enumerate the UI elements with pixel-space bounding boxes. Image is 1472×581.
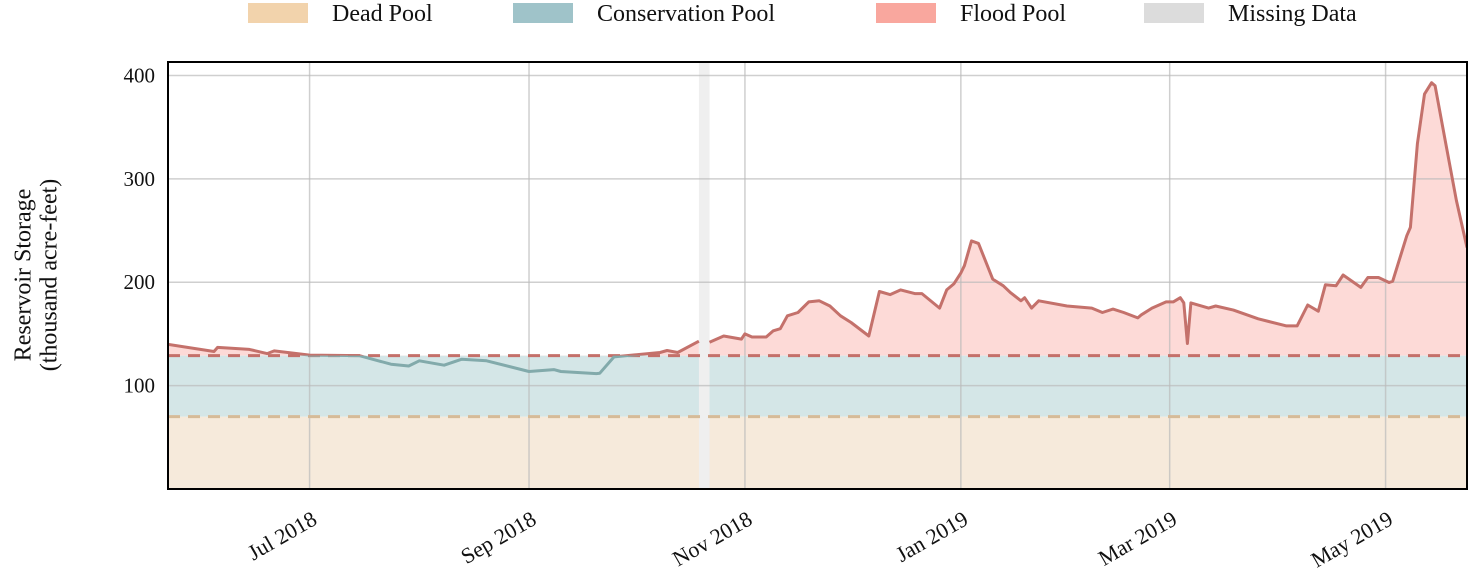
storage-line-flood [708, 81, 1467, 345]
legend: Dead Pool Conservation Pool Flood Pool Miss… [248, 1, 1357, 27]
x-tick-label: Jul 2018 [243, 506, 321, 565]
y-axis-label-line: Reservoir Storage [10, 189, 36, 362]
y-tick-label: 300 [124, 167, 156, 191]
legend-label-conservation: Conservation Pool [597, 1, 775, 27]
legend-swatch-flood [876, 3, 936, 23]
legend-swatch-missing [1144, 3, 1204, 23]
y-axis-ticks: 100 200 300 400 [124, 63, 156, 397]
y-tick-label: 400 [124, 63, 156, 87]
y-axis-label-line: (thousand acre-feet) [36, 179, 62, 372]
dead-pool-band [168, 416, 1467, 489]
x-tick-label: Mar 2019 [1094, 506, 1181, 571]
storage-line-flood [168, 339, 700, 356]
y-axis-label: Reservoir Storage (thousand acre-feet) [10, 179, 62, 372]
x-tick-label: May 2019 [1307, 506, 1397, 573]
y-tick-label: 200 [124, 270, 156, 294]
legend-label-dead: Dead Pool [332, 1, 433, 27]
plot-border [167, 61, 1468, 490]
y-tick-label: 100 [124, 374, 156, 398]
x-tick-label: Nov 2018 [668, 506, 756, 571]
x-axis-ticks: Jul 2018 Sep 2018 Nov 2018 Jan 2019 Mar 2019… [243, 506, 1397, 573]
legend-label-flood: Flood Pool [960, 1, 1066, 27]
plot-area [168, 62, 1467, 489]
legend-label-missing: Missing Data [1228, 1, 1357, 27]
flood-pool-fill [709, 82, 1467, 356]
storage-line-conservation [301, 355, 644, 376]
missing-data-band [698, 62, 710, 489]
legend-swatch-dead [248, 3, 308, 23]
x-tick-label: Sep 2018 [456, 506, 540, 569]
legend-swatch-conservation [513, 3, 573, 23]
x-tick-label: Jan 2019 [891, 506, 972, 567]
